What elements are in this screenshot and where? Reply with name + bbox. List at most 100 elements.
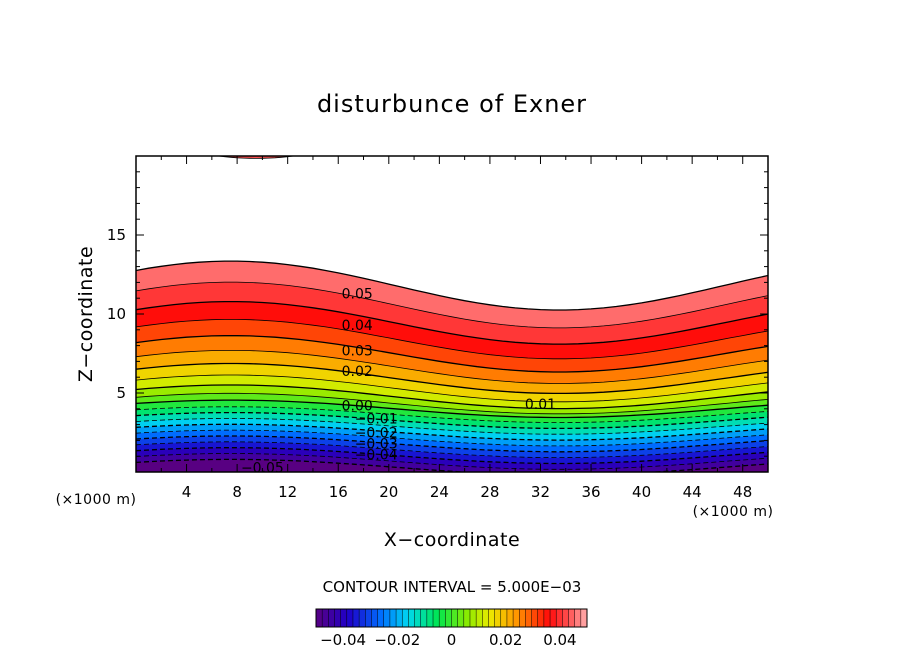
colorbar-segment [439,609,446,627]
colorbar-tick-labels: −0.04 −0.02 0 0.02 0.04 [320,631,576,649]
colorbar-segment [359,609,366,627]
colorbar-tick-label: −0.04 [320,631,366,649]
colorbar-segment [482,609,489,627]
contour-interval-text: CONTOUR INTERVAL = 5.000E−03 [323,578,582,596]
colorbar-segment [316,609,323,627]
x-tick-label: 28 [480,483,499,501]
chart-title: disturbunce of Exner [317,90,587,118]
y-tick-label: 15 [107,226,126,244]
colorbar-segment [334,609,341,627]
colorbar-segment [463,609,471,627]
contour-line [136,319,768,360]
colorbar-segment [550,609,557,627]
contour-line [136,335,768,373]
contour-label: 0.03 [342,343,373,359]
x-axis-ticks: 4 8 12 16 20 24 28 32 36 40 44 48 [160,156,752,501]
x-tick-label: 32 [531,483,550,501]
contour-line [136,423,768,441]
y-tick-label: 10 [107,305,126,323]
x-tick-label: 44 [683,483,702,501]
colorbar-segment [445,609,452,627]
colorbar-segment [537,609,545,627]
colorbar-segment [494,609,502,627]
colorbar-segment [328,609,335,627]
colorbar-frame [315,608,588,628]
colorbar-segment [469,609,477,627]
contour-label: 0.00 [342,399,373,415]
x-unit-right: (×1000 m) [693,504,774,520]
contour-line [136,384,768,410]
x-tick-label: 4 [182,483,192,501]
contour-label: −0.01 [355,411,398,427]
contour-line [136,362,768,395]
contour-label: 0.05 [342,286,373,302]
contour-line [136,441,768,458]
colorbar-segment [352,609,360,627]
contour-line [136,281,768,329]
colorbar-tick-label: 0 [447,631,457,649]
x-axis-label: X−coordinate [384,529,520,551]
colorbar-segment [574,609,582,627]
colorbar-segment [500,609,508,627]
colorbar-segment [506,609,514,627]
contour-line [136,350,768,384]
colorbar-tick-label: 0.02 [489,631,522,649]
colorbar-segment [426,609,434,627]
colorbar-segment [340,609,348,627]
x-tick-label: 48 [733,483,752,501]
y-axis-label: Z−coordinate [75,246,97,382]
contour-line [136,435,768,453]
contour-label: 0.02 [342,364,373,380]
x-tick-label: 24 [430,483,449,501]
contour-label: −0.02 [355,426,398,442]
contour-line [136,447,768,465]
contour-label: −0.04 [355,448,398,464]
colorbar-segment [396,609,403,627]
colorbar-segment [580,609,588,627]
y-tick-label: 5 [116,384,126,402]
contour-line [136,411,768,430]
x-tick-label: 12 [278,483,297,501]
contour-line [136,374,768,403]
colorbar-segment [457,609,465,627]
contour-line [136,429,768,447]
contour-line [136,406,768,423]
contour-line [136,453,768,470]
x-tick-label: 8 [232,483,242,501]
contour-line [136,392,768,415]
colorbar-segment [389,609,397,627]
colorbar-segment [408,609,415,627]
contour-label: −0.03 [355,437,398,453]
colorbar-segment [402,609,409,627]
colorbar-segment [476,609,483,627]
colorbar-segment [488,609,495,627]
colorbar-segment [365,609,372,627]
colorbar-segment [562,609,569,627]
contour-line [136,399,768,419]
colorbar-segment [519,609,526,627]
colorbar-segment [433,609,440,627]
x-unit-left: (×1000 m) [56,492,137,508]
colorbar-segment [531,609,539,627]
colorbar-segment [377,609,385,627]
x-tick-label: 40 [632,483,651,501]
colorbar-segment [543,609,551,627]
colorbar-segment [371,609,378,627]
colorbar-segment [322,609,329,627]
colorbar [315,608,588,628]
colorbar-segment [414,609,422,627]
contour-line [136,300,768,345]
x-tick-label: 16 [329,483,348,501]
colorbar-tick-label: −0.02 [374,631,420,649]
contour-line [136,260,768,311]
colorbar-segment [420,609,428,627]
x-tick-label: 36 [581,483,600,501]
colorbar-segment [556,609,563,627]
colorbar-segment [525,609,532,627]
contour-label: 0.01 [525,397,556,413]
colorbar-segment [383,609,391,627]
colorbar-tick-label: 0.04 [543,631,576,649]
x-tick-label: 20 [379,483,398,501]
contour-label: 0.04 [342,318,373,334]
